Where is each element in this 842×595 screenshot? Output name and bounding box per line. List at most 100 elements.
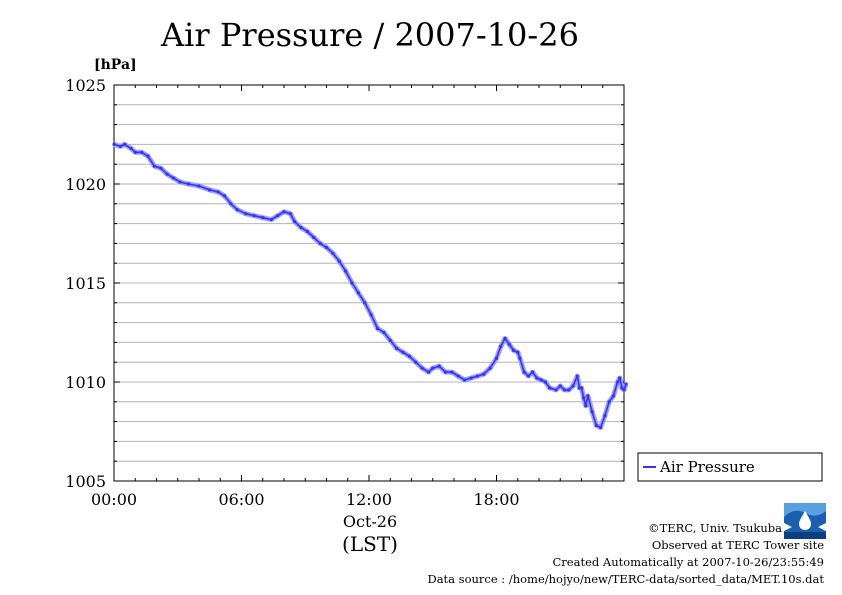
- data-point: [350, 281, 354, 285]
- data-point: [535, 376, 539, 380]
- data-point: [571, 384, 575, 388]
- y-tick-label: 1005: [65, 472, 106, 491]
- data-point: [324, 245, 329, 249]
- data-point: [622, 388, 626, 392]
- data-point: [344, 269, 348, 273]
- data-point: [159, 166, 163, 170]
- legend-label: Air Pressure: [659, 458, 755, 476]
- grid-lines: [114, 104, 624, 462]
- data-point: [579, 386, 584, 390]
- data-point: [620, 386, 624, 390]
- observation-site-text: Observed at TERC Tower site: [651, 538, 824, 552]
- data-point: [269, 218, 273, 222]
- data-point: [450, 370, 454, 374]
- data-point: [140, 150, 144, 154]
- y-tick-label: 1020: [65, 175, 106, 194]
- data-point: [590, 410, 594, 414]
- data-point: [407, 354, 411, 358]
- data-point: [112, 142, 116, 146]
- data-point: [554, 388, 558, 392]
- data-point: [531, 370, 535, 374]
- data-point: [443, 370, 448, 374]
- data-point: [369, 313, 373, 317]
- data-point: [582, 396, 586, 400]
- y-tick-label: 1015: [65, 274, 106, 293]
- data-point: [420, 366, 424, 370]
- data-point: [388, 338, 392, 343]
- data-point: [624, 382, 628, 386]
- series-air-pressure: [112, 141, 629, 430]
- created-timestamp-text: Created Automatically at 2007-10-26/23:5…: [552, 555, 825, 569]
- data-point: [222, 194, 227, 198]
- data-point: [516, 350, 520, 354]
- data-point: [244, 212, 248, 216]
- data-point: [475, 374, 479, 378]
- data-point: [305, 229, 309, 234]
- data-point: [118, 144, 122, 148]
- data-point: [507, 342, 511, 346]
- data-point: [584, 404, 588, 408]
- data-point: [299, 225, 303, 230]
- data-point: [526, 374, 530, 378]
- data-point: [318, 241, 322, 245]
- x-tick-label: 18:00: [473, 490, 519, 509]
- data-source-text: Data source : /home/hojyo/new/TERC-data/…: [427, 572, 824, 586]
- data-point: [235, 208, 239, 212]
- data-point: [548, 386, 552, 390]
- terc-logo-icon: [784, 503, 826, 539]
- data-point: [599, 425, 603, 430]
- data-point: [618, 376, 622, 380]
- y-tick-label: 1010: [65, 373, 106, 392]
- data-point: [499, 344, 503, 348]
- x-axis-unit-label: (LST): [342, 532, 398, 556]
- data-point: [395, 346, 399, 350]
- data-point: [543, 380, 547, 384]
- data-point: [586, 394, 590, 398]
- data-point: [518, 356, 522, 360]
- data-point: [133, 150, 137, 154]
- data-point: [567, 388, 571, 392]
- data-point: [208, 188, 212, 192]
- x-axis-ticks: 00:00 06:00 12:00 18:00: [91, 85, 625, 509]
- data-point: [414, 360, 418, 364]
- copyright-text: ©TERC, Univ. Tsukuba: [648, 521, 782, 535]
- data-point: [337, 259, 341, 263]
- series-halo: [113, 141, 629, 430]
- data-point: [152, 164, 156, 168]
- y-axis-ticks: 1005 1010 1015 1020 1025: [65, 76, 624, 491]
- data-point: [437, 364, 441, 368]
- data-point: [146, 154, 150, 158]
- data-point: [312, 235, 316, 240]
- data-point: [463, 378, 467, 382]
- data-point: [129, 146, 133, 150]
- data-point: [186, 182, 190, 186]
- data-point: [494, 356, 499, 360]
- series-line: [113, 143, 627, 429]
- data-point: [522, 370, 526, 374]
- data-point: [331, 251, 335, 255]
- data-point: [482, 372, 486, 376]
- x-tick-label: 00:00: [91, 490, 137, 509]
- x-tick-label: 12:00: [346, 490, 392, 509]
- data-point: [456, 374, 460, 378]
- data-point: [288, 212, 292, 216]
- data-point: [616, 380, 620, 384]
- data-point: [607, 400, 611, 404]
- data-point: [178, 180, 182, 184]
- y-tick-label: 1025: [65, 76, 106, 95]
- x-tick-label: 06:00: [218, 490, 264, 509]
- data-point: [503, 336, 507, 341]
- data-point: [356, 291, 360, 295]
- data-point: [363, 301, 367, 305]
- data-point: [431, 366, 435, 370]
- data-point: [375, 326, 380, 331]
- legend: Air Pressure: [637, 452, 823, 482]
- data-point: [382, 330, 386, 335]
- data-point: [216, 190, 220, 194]
- data-point: [558, 384, 562, 388]
- data-point: [539, 378, 543, 382]
- data-point: [575, 374, 579, 378]
- x-axis-date-label: Oct-26: [343, 512, 397, 531]
- data-point: [611, 394, 615, 398]
